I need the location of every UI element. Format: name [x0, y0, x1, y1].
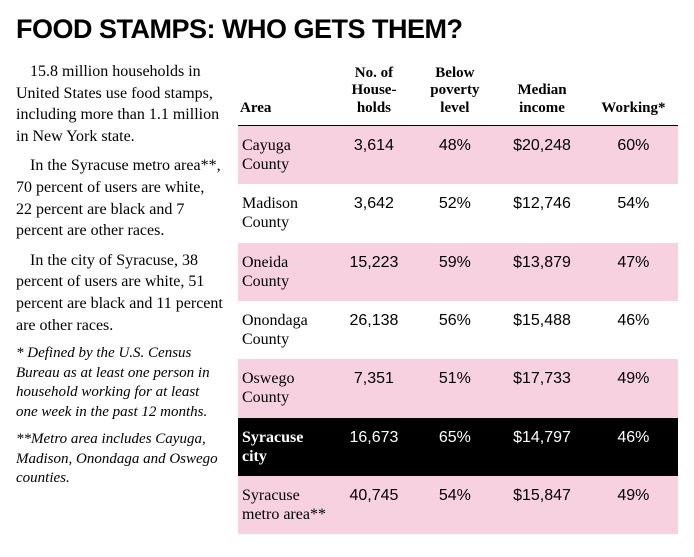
cell-working: 49%: [589, 359, 678, 417]
cell-working: 49%: [589, 476, 678, 534]
cell-poverty: 51%: [414, 359, 495, 417]
cell-households: 40,745: [333, 476, 414, 534]
table-row: Madison County3,64252%$12,74654%: [238, 184, 678, 242]
footnote-metro: **Metro area includes Cayuga, Madison, O…: [16, 430, 224, 489]
cell-area: Oswego County: [238, 359, 333, 417]
sidebar-text: 15.8 million households in United States…: [16, 61, 224, 534]
col-header-working: Working*: [589, 61, 678, 125]
cell-area: Cayuga County: [238, 125, 333, 184]
table-row: Cayuga County3,61448%$20,24860%: [238, 125, 678, 184]
cell-households: 3,642: [333, 184, 414, 242]
cell-poverty: 56%: [414, 301, 495, 359]
content-row: 15.8 million households in United States…: [16, 61, 678, 534]
cell-households: 26,138: [333, 301, 414, 359]
cell-income: $14,797: [495, 418, 588, 476]
cell-area: Syracuse metro area**: [238, 476, 333, 534]
cell-households: 16,673: [333, 418, 414, 476]
data-table-wrap: Area No. ofHouse-holds Belowpovertylevel…: [238, 61, 678, 534]
col-header-poverty: Belowpovertylevel: [414, 61, 495, 125]
footnote-working: * Defined by the U.S. Census Bureau as a…: [16, 344, 224, 422]
cell-poverty: 59%: [414, 243, 495, 301]
col-header-households: No. ofHouse-holds: [333, 61, 414, 125]
cell-working: 46%: [589, 418, 678, 476]
cell-poverty: 65%: [414, 418, 495, 476]
cell-income: $13,879: [495, 243, 588, 301]
table-row: Onondaga County26,13856%$15,48846%: [238, 301, 678, 359]
cell-poverty: 54%: [414, 476, 495, 534]
table-row: Syracuse metro area**40,74554%$15,84749%: [238, 476, 678, 534]
cell-working: 60%: [589, 125, 678, 184]
cell-households: 3,614: [333, 125, 414, 184]
intro-paragraph-3: In the city of Syracuse, 38 percent of u…: [16, 250, 224, 336]
col-header-income: Medianincome: [495, 61, 588, 125]
table-header-row: Area No. ofHouse-holds Belowpovertylevel…: [238, 61, 678, 125]
cell-poverty: 52%: [414, 184, 495, 242]
cell-working: 46%: [589, 301, 678, 359]
cell-area: Madison County: [238, 184, 333, 242]
cell-poverty: 48%: [414, 125, 495, 184]
cell-income: $15,488: [495, 301, 588, 359]
cell-households: 15,223: [333, 243, 414, 301]
intro-paragraph-2: In the Syracuse metro area**, 70 percent…: [16, 155, 224, 241]
food-stamps-table: Area No. ofHouse-holds Belowpovertylevel…: [238, 61, 678, 534]
table-row: Oneida County15,22359%$13,87947%: [238, 243, 678, 301]
cell-income: $12,746: [495, 184, 588, 242]
cell-income: $15,847: [495, 476, 588, 534]
table-body: Cayuga County3,61448%$20,24860%Madison C…: [238, 125, 678, 534]
cell-working: 47%: [589, 243, 678, 301]
page-title: FOOD STAMPS: WHO GETS THEM?: [16, 14, 678, 45]
table-row: Oswego County7,35151%$17,73349%: [238, 359, 678, 417]
cell-households: 7,351: [333, 359, 414, 417]
table-row: Syracuse city16,67365%$14,79746%: [238, 418, 678, 476]
cell-income: $17,733: [495, 359, 588, 417]
intro-paragraph-1: 15.8 million households in United States…: [16, 61, 224, 147]
col-header-area: Area: [238, 61, 333, 125]
cell-area: Syracuse city: [238, 418, 333, 476]
cell-area: Onondaga County: [238, 301, 333, 359]
cell-area: Oneida County: [238, 243, 333, 301]
cell-income: $20,248: [495, 125, 588, 184]
cell-working: 54%: [589, 184, 678, 242]
